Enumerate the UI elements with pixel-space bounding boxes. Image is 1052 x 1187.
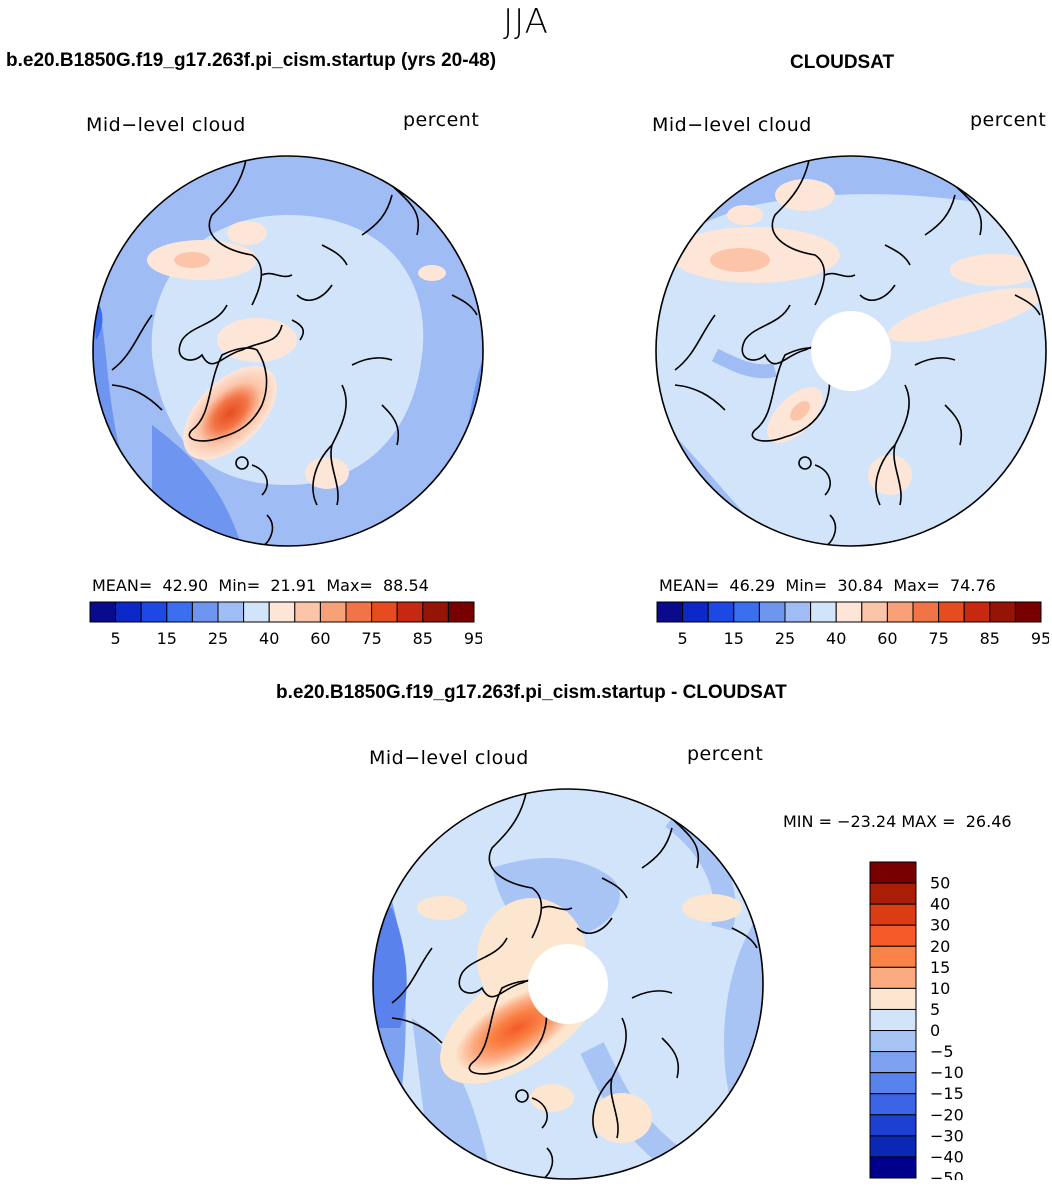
colorbar-box [345,601,373,623]
colorbar-tick-label: 5 [678,629,688,648]
season-title: JJA [503,2,549,42]
colorbar-box [707,601,735,623]
colorbar-tick-label: −30 [930,1126,964,1145]
colorbar-tick-label: 95 [1031,629,1049,648]
colorbar-box [869,1093,917,1116]
colorbar-box [869,1030,917,1053]
colorbar-tick-label: 15 [724,629,744,648]
colorbar-box [869,1156,917,1179]
colorbar-box [869,1051,917,1074]
panel2-variable-label: Mid−level cloud [652,114,812,136]
colorbar-box [89,601,117,623]
panel2-pole-hole [811,311,891,391]
colorbar-box [989,601,1016,623]
colorbar-tick-label: −20 [930,1105,964,1124]
colorbar-tick-label: 95 [464,629,482,648]
colorbar-box [656,601,684,623]
colorbar-box [1014,601,1042,623]
colorbar-box [810,601,837,623]
colorbar-box [869,882,917,905]
colorbar-box [869,1114,917,1137]
panel2-units-label: percent [970,109,1047,131]
panel3-polar-map [372,788,764,1180]
colorbar-box [733,601,760,623]
colorbar-box [869,1135,917,1158]
colorbar-box [115,601,142,623]
colorbar-box [758,601,786,623]
colorbar-tick-label: 25 [775,629,795,648]
colorbar-box [243,601,270,623]
panel2-polar-map [655,155,1047,547]
colorbar-box [869,924,917,947]
colorbar-box [422,601,449,623]
colorbar-tick-label: 40 [930,895,950,914]
colorbar-box [869,1072,917,1095]
panel1-polar-map [92,155,484,547]
colorbar-box [869,966,917,989]
colorbar-box [869,987,917,1010]
panel3-pole-hole [528,944,608,1024]
colorbar-tick-label: 50 [930,874,950,893]
colorbar-box [294,601,321,623]
colorbar-box [140,601,168,623]
colorbar-box [869,861,917,884]
colorbar-tick-label: 0 [930,1021,940,1040]
panel2-title: CLOUDSAT [790,52,895,73]
panel3-stats: MIN = −23.24 MAX = 26.46 [783,812,1012,831]
panel3-title: b.e20.B1850G.f19_g17.263f.pi_cism.startu… [276,682,787,703]
panel1-variable-label: Mid−level cloud [86,114,246,136]
colorbar-box [191,601,219,623]
colorbar-tick-label: 75 [361,629,381,648]
colorbar-tick-label: 5 [930,1000,940,1019]
panel2-colorbar: 5 15 25 40 60 75 85 95 [656,601,1049,648]
colorbar-tick-label: 85 [413,629,433,648]
panel2-stats: MEAN= 46.29 Min= 30.84 Max= 74.76 [659,576,996,595]
colorbar-box [912,601,940,623]
colorbar-tick-label: 15 [930,958,950,977]
colorbar-box [861,601,888,623]
colorbar-box [784,601,812,623]
colorbar-box [371,601,398,623]
colorbar-box [268,601,296,623]
panel1-units-label: percent [403,109,480,131]
colorbar-tick-label: −50 [930,1169,964,1181]
panel1-stats: MEAN= 42.90 Min= 21.91 Max= 88.54 [92,576,429,595]
colorbar-tick-label: 15 [157,629,177,648]
colorbar-box [869,1008,917,1032]
panel3-units-label: percent [687,743,764,765]
colorbar-tick-label: 25 [208,629,228,648]
colorbar-box [217,601,245,623]
panel3-variable-label: Mid−level cloud [369,747,529,769]
colorbar-tick-label: 5 [111,629,121,648]
colorbar-tick-label: −10 [930,1063,964,1082]
colorbar-tick-label: 20 [930,937,950,956]
colorbar-tick-label: −5 [930,1042,954,1061]
colorbar-tick-label: 40 [259,629,279,648]
colorbar-tick-label: 85 [980,629,1000,648]
colorbar-tick-label: 75 [928,629,948,648]
colorbar-box [319,601,347,623]
colorbar-box [869,903,917,926]
colorbar-tick-label: 60 [310,629,330,648]
panel1-colorbar: 5 15 25 40 60 75 85 95 [89,601,482,648]
colorbar-tick-label: 60 [877,629,897,648]
colorbar-box [396,601,424,623]
colorbar-tick-label: −15 [930,1084,964,1103]
colorbar-tick-label: 10 [930,979,950,998]
colorbar-box [682,601,709,623]
colorbar-box [886,601,914,623]
colorbar-tick-label: 40 [826,629,846,648]
colorbar-box [963,601,991,623]
colorbar-tick-label: −40 [930,1147,964,1166]
colorbar-box [869,945,917,968]
panel1-title: b.e20.B1850G.f19_g17.263f.pi_cism.startu… [6,50,497,71]
colorbar-box [447,601,475,623]
colorbar-tick-label: 30 [930,916,950,935]
colorbar-box [835,601,863,623]
colorbar-box [938,601,965,623]
colorbar-box [166,601,193,623]
